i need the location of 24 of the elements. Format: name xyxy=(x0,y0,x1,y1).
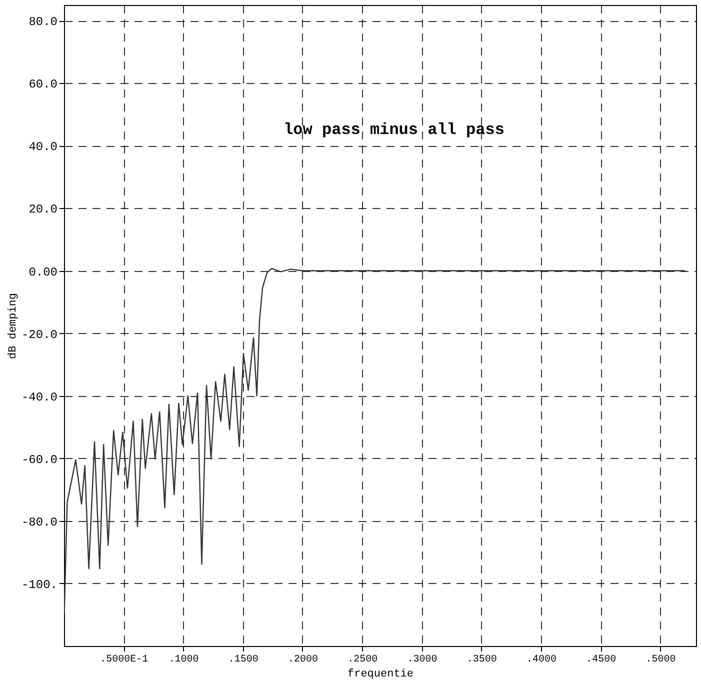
x-tick-label: .2000 xyxy=(288,654,318,666)
x-tick-label: .1000 xyxy=(168,654,199,666)
x-tick-label: .5000E-1 xyxy=(100,654,148,666)
x-tick-label: .1500 xyxy=(228,654,258,666)
y-tick-label: 60.0 xyxy=(28,78,58,92)
x-tick-label: .5000 xyxy=(646,654,676,666)
annotation: low pass minus all pass xyxy=(284,121,504,139)
x-tick-label: .3500 xyxy=(466,654,497,666)
y-axis-title: dB demping xyxy=(7,292,20,360)
x-tick-label: .3000 xyxy=(407,654,438,666)
y-tick-label: 40.0 xyxy=(28,140,58,154)
x-tick-label: .2500 xyxy=(348,654,378,666)
y-tick-label: -20.0 xyxy=(21,328,58,342)
y-tick-label: 20.0 xyxy=(28,202,58,217)
y-tick-label: -80.0 xyxy=(21,515,58,530)
x-axis-title: frequentie xyxy=(347,668,414,680)
y-tick-label: 80.0 xyxy=(28,15,58,30)
x-tick-label: .4500 xyxy=(586,654,616,666)
line-series xyxy=(64,268,686,616)
y-tick-label: -40.0 xyxy=(21,390,58,404)
y-tick-label: -60.0 xyxy=(21,452,58,467)
y-tick-label: -100. xyxy=(21,578,58,592)
y-tick-label: 0.00 xyxy=(28,265,58,280)
x-tick-label: .4000 xyxy=(526,654,556,666)
